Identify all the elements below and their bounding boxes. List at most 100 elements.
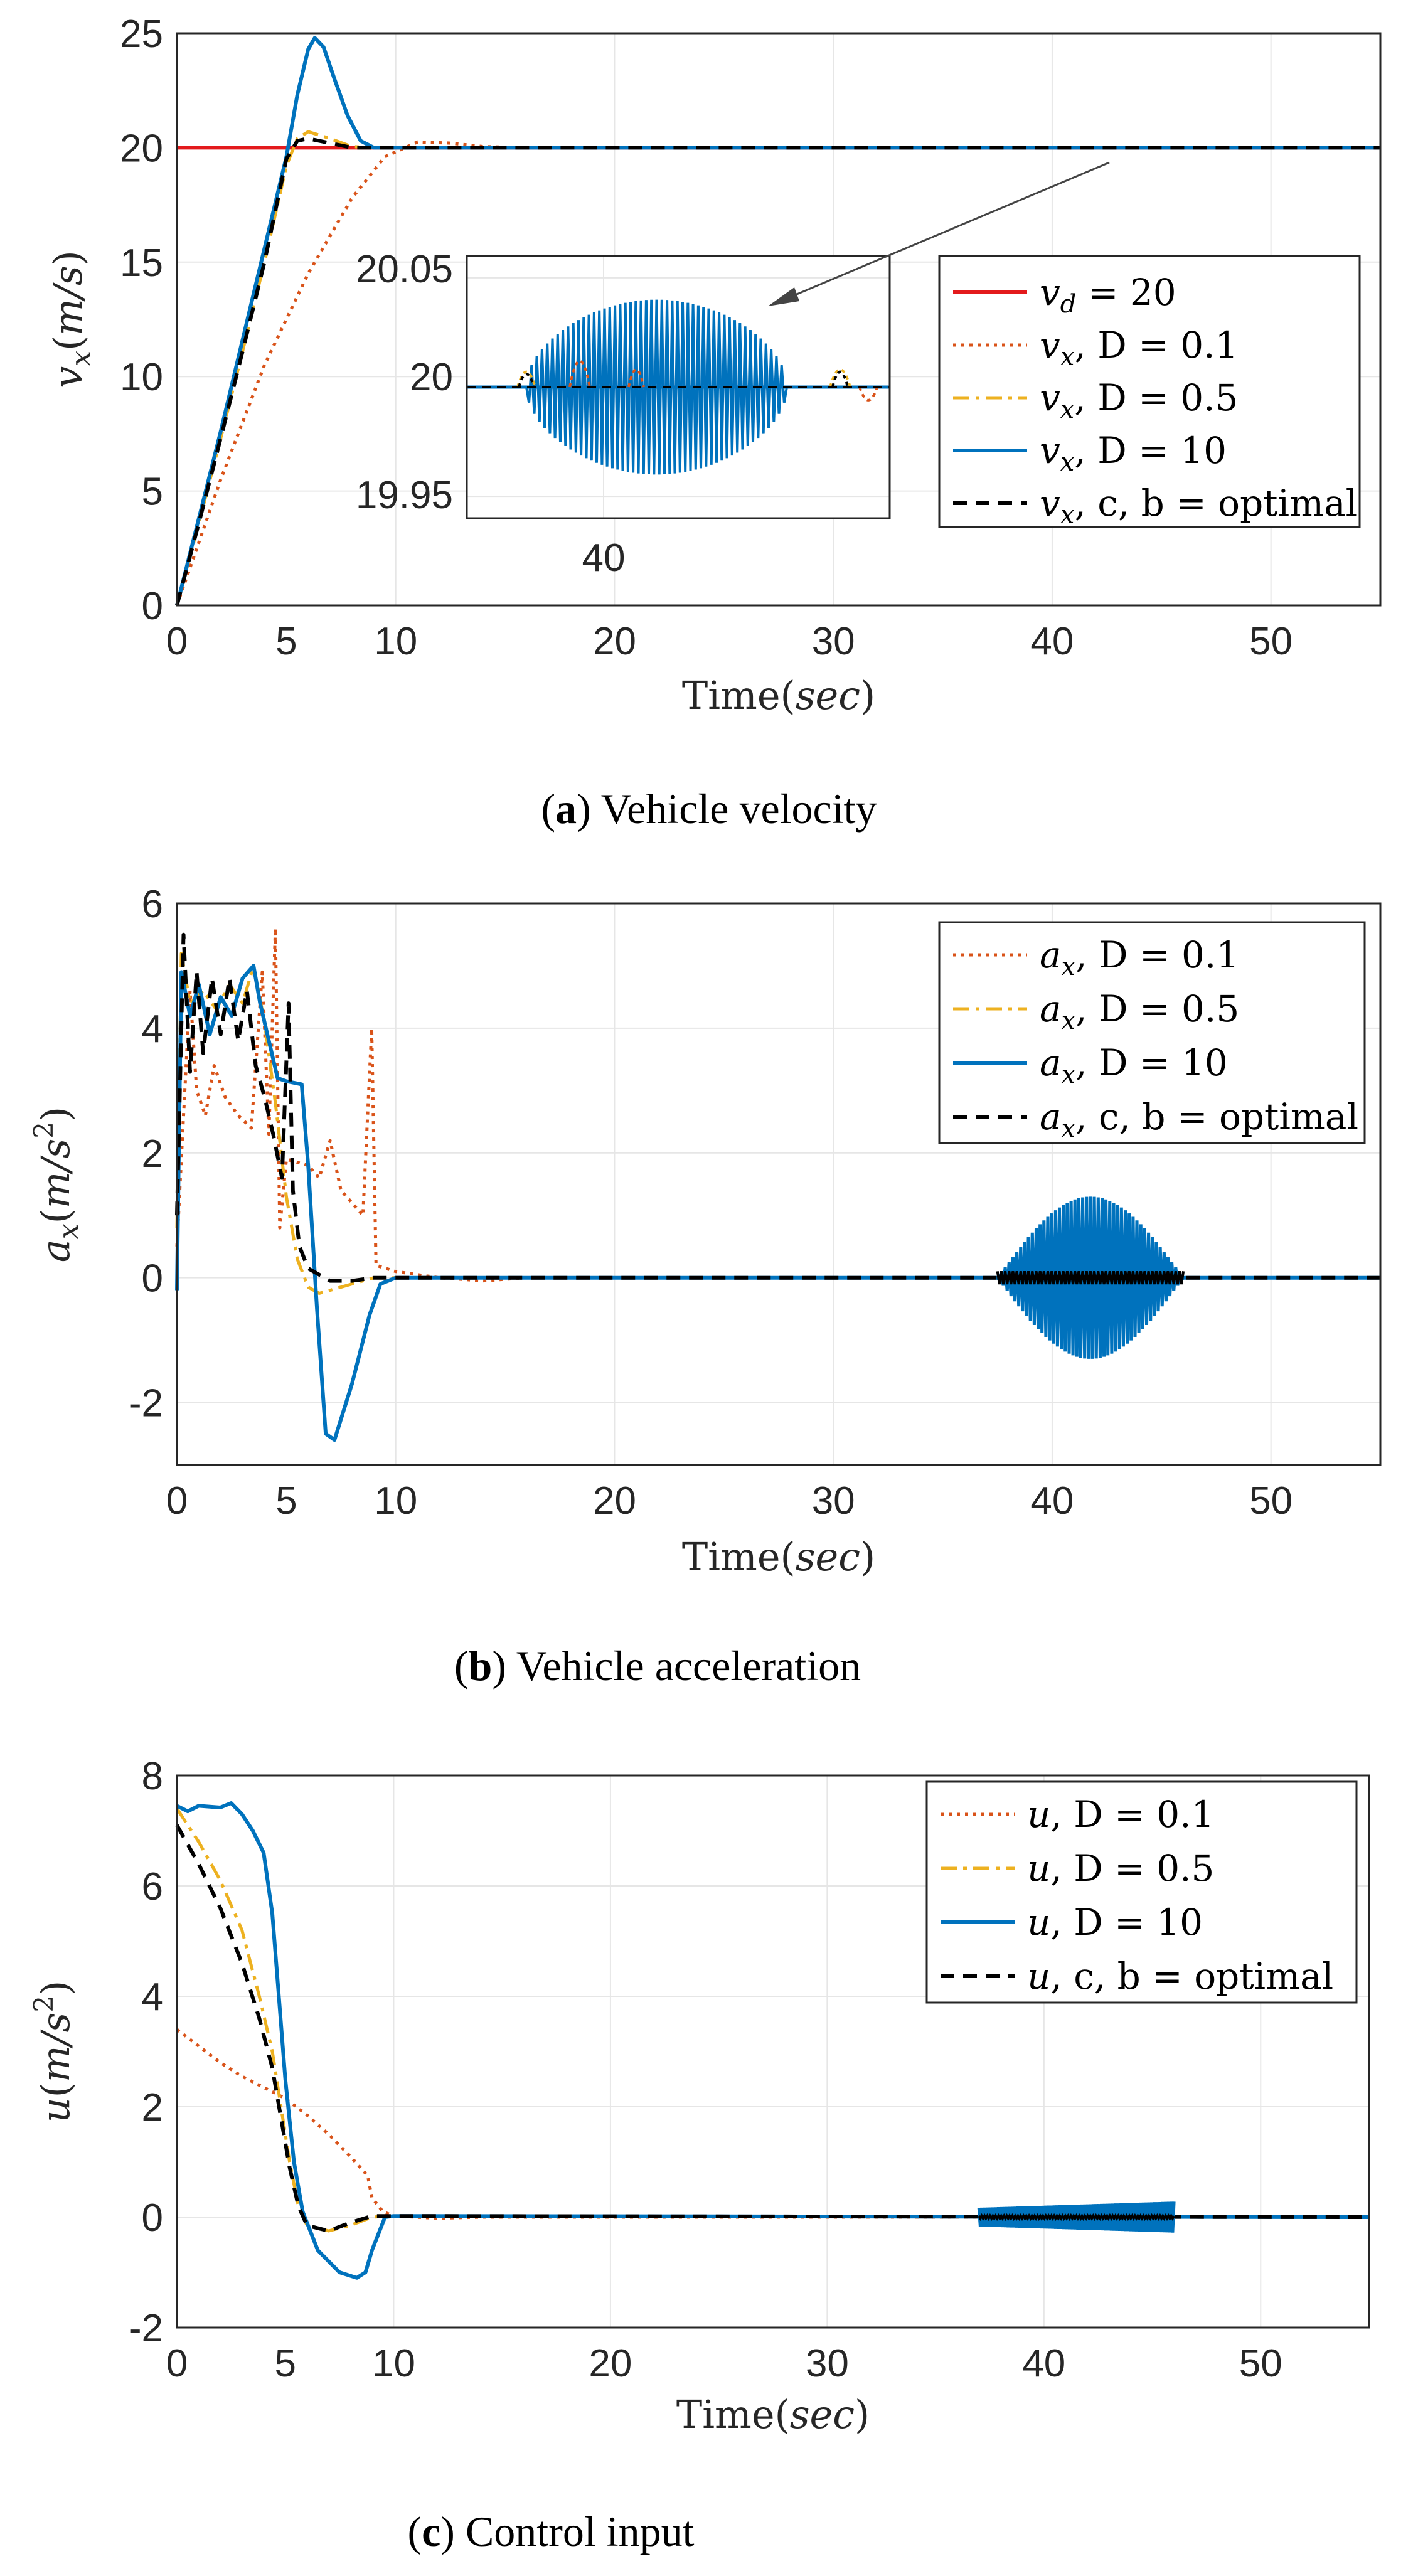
- panel-a-legend: vd = 20 vx, D = 0.1 vx, D = 0.5 vx, D = 10 v…: [938, 255, 1361, 530]
- y-tick-label: 2: [142, 2086, 163, 2129]
- x-tick-label: 50: [1249, 620, 1293, 663]
- x-tick-label: 10: [372, 2342, 415, 2385]
- inset-y-tick-20: 20: [410, 356, 453, 399]
- inset-bump-opt: [831, 370, 849, 388]
- y-tick-label: 0: [142, 1257, 163, 1301]
- legend-label-opt: vx, c, b = optimal: [1040, 482, 1357, 530]
- legend-label-d05: u, D = 0.5: [1027, 1847, 1214, 1890]
- x-tick-label-5: 5: [274, 2342, 296, 2385]
- inset-bump-d01: [627, 368, 645, 388]
- y-tick-label: 5: [142, 471, 163, 514]
- panel-c-series: [175, 1801, 1370, 2280]
- x-tick-label: 40: [1022, 2342, 1065, 2385]
- panel-a-legend-box: [938, 255, 1361, 528]
- y-tick-label: 4: [142, 1008, 163, 1051]
- y-tick-label: 4: [142, 1976, 163, 2019]
- series-line-d10: [175, 36, 1380, 606]
- x-tick-label: 0: [166, 2342, 188, 2385]
- y-tick-label: 20: [120, 127, 163, 170]
- inset-bump-opt: [518, 373, 535, 388]
- inset-series: [467, 256, 890, 518]
- x-tick-label: 40: [1030, 620, 1074, 663]
- oscillation-burst: [977, 2201, 1176, 2233]
- x-tick-label: 20: [593, 1479, 636, 1523]
- panel-c-legend-box: [925, 1780, 1358, 2004]
- panel-c-caption: (c) Control input: [407, 2508, 694, 2555]
- series-line-opt: [175, 932, 1380, 1283]
- inset-frame: [466, 255, 891, 519]
- y-tick-label: 6: [142, 1865, 163, 1908]
- x-tick-label: 20: [589, 2342, 632, 2385]
- legend-label-d10: ax, D = 10: [1040, 1041, 1228, 1089]
- panel-b-series: [175, 927, 1380, 1442]
- panel-a-plot-frame: [176, 32, 1382, 607]
- x-tick-label: 10: [374, 620, 417, 663]
- panel-a-zoom-inset: 20.05 20 19.95 40: [356, 161, 1110, 580]
- panel-c-plot-frame: [176, 1774, 1370, 2329]
- legend-label-opt: ax, c, b = optimal: [1040, 1095, 1358, 1143]
- x-tick-label: 0: [166, 620, 188, 663]
- inset-bump-d05: [516, 370, 536, 388]
- legend-label-d05: vx, D = 0.5: [1040, 376, 1238, 424]
- panel-a-series: [175, 36, 1380, 606]
- series-line-d01: [176, 2028, 1369, 2220]
- optimal-ripple: [978, 2213, 1175, 2222]
- legend-label-d10: u, D = 10: [1027, 1901, 1203, 1944]
- panel-c-y-axis-label: u(m/s2): [28, 1981, 78, 2123]
- inset-bump-d01: [858, 386, 878, 402]
- legend-label-d01: vx, D = 0.1: [1040, 324, 1238, 371]
- legend-label-ref: vd = 20: [1040, 271, 1176, 319]
- y-tick-label: -2: [129, 2307, 163, 2350]
- legend-label-d05: ax, D = 0.5: [1040, 987, 1239, 1035]
- x-tick-label: 0: [166, 1479, 188, 1523]
- y-tick-label: 25: [120, 13, 163, 56]
- inset-arrow-head-icon: [768, 287, 799, 306]
- panel-a-x-axis-label: Time(sec): [682, 673, 875, 718]
- x-tick-label: 50: [1249, 1479, 1293, 1523]
- y-tick-label: 8: [142, 1755, 163, 1798]
- legend-label-d01: ax, D = 0.1: [1040, 934, 1239, 981]
- panel-b-legend-box: [938, 921, 1366, 1144]
- legend-label-d01: u, D = 0.1: [1027, 1793, 1214, 1836]
- x-tick-label: 50: [1239, 2342, 1282, 2385]
- panel-a-y-axis-label: vx(m/s): [45, 250, 97, 388]
- inset-bump-d01: [568, 359, 591, 388]
- panel-c-legend: u, D = 0.1 u, D = 0.5 u, D = 10 u, c, b = o…: [925, 1780, 1358, 2004]
- y-tick-label: 15: [120, 242, 163, 285]
- series-line-d10: [176, 1801, 1370, 2280]
- panel-c-x-axis-label: Time(sec): [676, 2392, 870, 2437]
- x-tick-label: 40: [1030, 1479, 1074, 1523]
- series-line-opt: [175, 1824, 1370, 2233]
- optimal-ripple: [996, 1271, 1185, 1285]
- y-tick-label: 10: [120, 356, 163, 399]
- panel-b-legend: ax, D = 0.1 ax, D = 0.5 ax, D = 10 ax, c, b…: [938, 921, 1366, 1144]
- series-line-opt: [175, 136, 1380, 606]
- legend-label-opt: u, c, b = optimal: [1027, 1955, 1333, 1998]
- inset-x-tick-40: 40: [582, 536, 626, 580]
- x-tick-label: 30: [812, 1479, 855, 1523]
- panel-b-caption: (b) Vehicle acceleration: [454, 1642, 861, 1690]
- x-tick-label-5: 5: [275, 620, 297, 663]
- panel-b-y-axis-label: ax(m/s2): [28, 1107, 85, 1262]
- inset-y-tick-19.95: 19.95: [356, 474, 453, 517]
- panel-b-tick-labels: 0 10 20 30 40 50 5 -2 0 2 4 6: [129, 883, 1293, 1523]
- series-line-d05: [175, 130, 1380, 606]
- series-line-d01: [175, 927, 1380, 1283]
- panel-b-x-axis-label: Time(sec): [682, 1534, 875, 1580]
- panel-b-acceleration-chart: 0 10 20 30 40 50 5 -2 0 2 4 6 Time(sec) ax(m/s2) ax…: [28, 883, 1382, 1690]
- inset-arrow-line: [772, 161, 1110, 306]
- y-tick-label: 6: [142, 883, 163, 926]
- inset-oscillation: [525, 299, 788, 475]
- x-tick-label: 30: [812, 620, 855, 663]
- y-tick-label: 0: [142, 585, 163, 628]
- y-tick-label: 0: [142, 2196, 163, 2240]
- inset-y-tick-20.05: 20.05: [356, 248, 453, 291]
- x-tick-label: 30: [806, 2342, 849, 2385]
- x-tick-label: 10: [374, 1479, 417, 1523]
- y-tick-label: 2: [142, 1132, 163, 1176]
- panel-a-caption: (a) Vehicle velocity: [541, 785, 877, 833]
